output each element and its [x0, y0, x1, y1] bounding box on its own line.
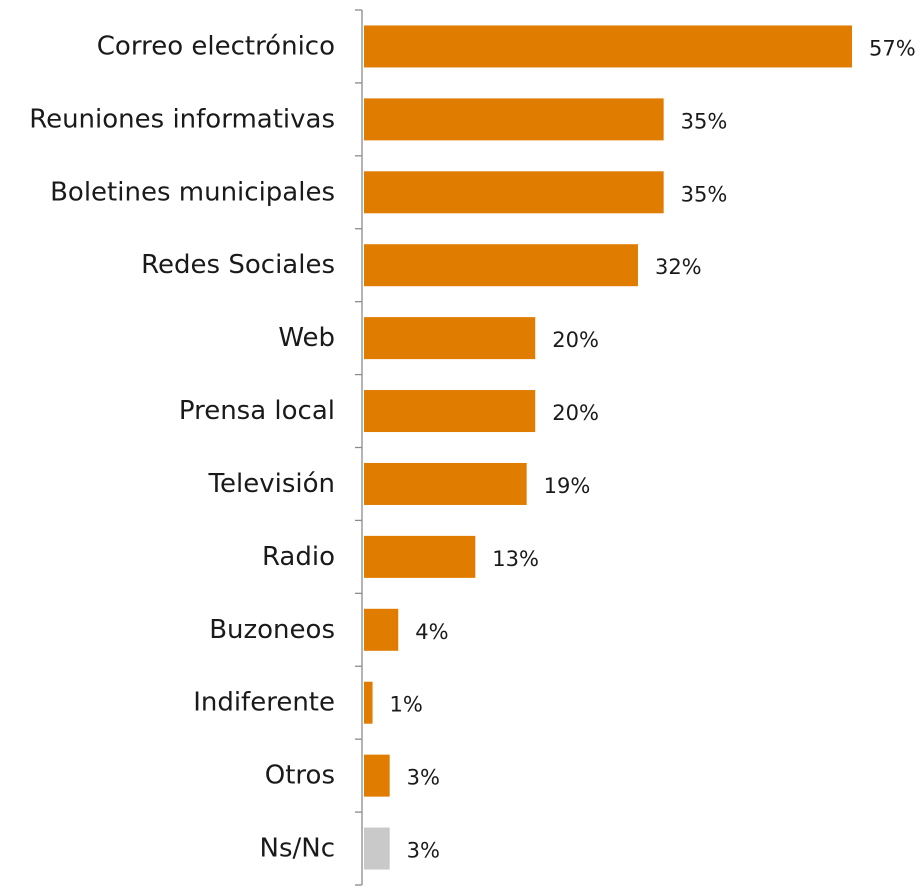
value-label: 35% [681, 182, 728, 206]
value-label: 3% [407, 839, 440, 863]
value-label: 20% [552, 401, 599, 425]
value-label: 32% [655, 255, 702, 279]
bar [364, 681, 373, 724]
value-label: 20% [552, 328, 599, 352]
bar [364, 25, 852, 68]
category-label: Radio [262, 542, 335, 572]
bar [364, 98, 664, 141]
category-label: Ns/Nc [260, 834, 336, 864]
value-label: 1% [390, 693, 423, 717]
value-labels: 57% 35% 35% 32% 20% 20% 19% 13% 4% 1% 3% 3% [390, 36, 916, 862]
category-label: Web [278, 323, 335, 353]
category-label: Correo electrónico [97, 31, 335, 61]
bar [364, 317, 536, 360]
value-label: 57% [869, 36, 916, 60]
bar [364, 608, 399, 651]
category-label: Redes Sociales [141, 250, 335, 280]
category-label: Otros [265, 761, 335, 791]
value-label: 4% [415, 620, 448, 644]
category-label: Prensa local [179, 396, 335, 426]
bar [364, 754, 390, 797]
category-label: Indiferente [193, 688, 335, 718]
value-label: 19% [544, 474, 591, 498]
bar [364, 171, 664, 214]
category-labels: Correo electrónico Reuniones informativas… [29, 31, 335, 863]
bar [364, 827, 390, 870]
category-label: Boletines municipales [50, 177, 335, 207]
category-label: Buzoneos [209, 615, 335, 645]
category-label: Televisión [208, 469, 335, 499]
value-label: 35% [681, 109, 728, 133]
axis-ticks [355, 9, 362, 886]
bar [364, 244, 638, 287]
bar [364, 462, 527, 505]
bar [364, 535, 476, 578]
bars [364, 25, 852, 870]
category-label: Reuniones informativas [29, 104, 335, 134]
value-label: 3% [407, 766, 440, 790]
bar [364, 390, 536, 433]
value-label: 13% [492, 547, 539, 571]
